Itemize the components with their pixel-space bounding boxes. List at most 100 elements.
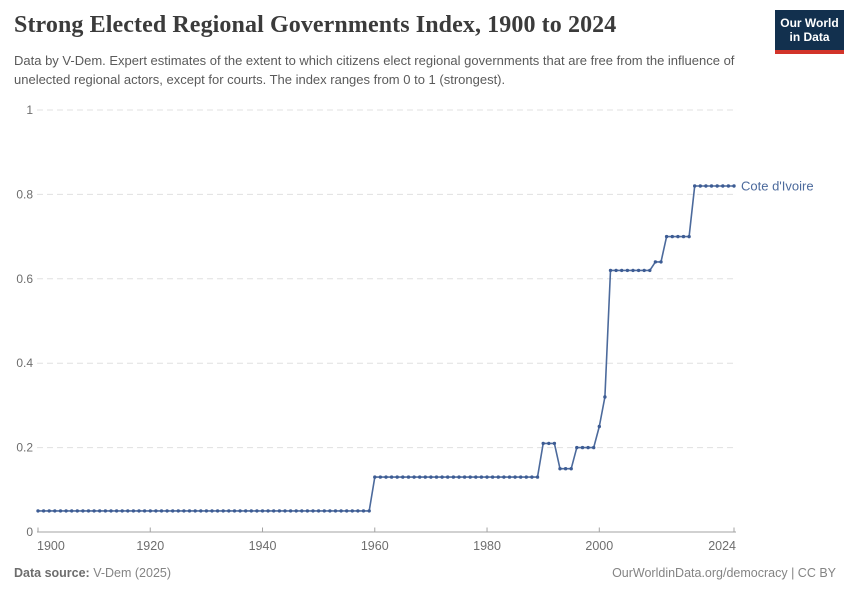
data-point[interactable] [592,445,596,450]
data-point[interactable] [715,184,719,188]
data-point[interactable] [429,475,433,479]
data-point[interactable] [86,509,91,513]
data-point[interactable] [446,475,450,479]
data-point[interactable] [664,234,669,239]
data-point[interactable] [462,475,467,479]
data-point[interactable] [681,234,686,239]
data-point[interactable] [367,509,371,513]
data-point[interactable] [36,509,40,513]
data-point[interactable] [614,268,618,273]
data-point[interactable] [389,475,394,479]
data-point[interactable] [721,184,725,188]
owid-logo[interactable]: Our World in Data [775,10,844,54]
data-point[interactable] [406,475,411,479]
data-point[interactable] [423,475,427,479]
data-point[interactable] [300,509,304,513]
data-point[interactable] [126,509,130,513]
data-point[interactable] [350,509,354,513]
data-point[interactable] [154,509,158,513]
data-point[interactable] [53,509,57,513]
data-point[interactable] [401,475,405,479]
data-point[interactable] [322,509,326,513]
data-point[interactable] [244,509,248,513]
data-point[interactable] [92,509,96,513]
data-point[interactable] [597,424,601,429]
data-point[interactable] [603,395,607,399]
data-point[interactable] [294,509,298,513]
data-point[interactable] [693,184,697,188]
data-point[interactable] [283,509,287,513]
data-point[interactable] [120,509,124,513]
data-point[interactable] [485,475,489,479]
data-point[interactable] [159,509,164,513]
data-point[interactable] [451,475,456,479]
data-point[interactable] [659,260,663,264]
data-point[interactable] [490,475,495,479]
data-point[interactable] [569,467,573,471]
data-point[interactable] [316,509,321,513]
data-point[interactable] [210,509,214,513]
data-point[interactable] [648,268,652,273]
data-point[interactable] [530,475,534,479]
data-point[interactable] [412,475,416,479]
data-point[interactable] [109,509,113,513]
data-point[interactable] [434,475,439,479]
data-point[interactable] [81,509,85,513]
data-point[interactable] [625,268,630,273]
data-point[interactable] [176,509,180,513]
data-point[interactable] [215,509,220,513]
data-point[interactable] [255,509,259,513]
data-point[interactable] [64,509,68,513]
data-point[interactable] [165,509,169,513]
data-point[interactable] [199,509,203,513]
data-point[interactable] [378,475,383,479]
data-point[interactable] [631,268,635,273]
data-point[interactable] [193,509,197,513]
data-point[interactable] [260,509,265,513]
data-point[interactable] [232,509,237,513]
data-point[interactable] [305,509,310,513]
data-point[interactable] [266,509,270,513]
data-point[interactable] [148,509,152,513]
data-point[interactable] [288,509,293,513]
data-point[interactable] [653,260,658,264]
data-point[interactable] [608,268,613,273]
data-point[interactable] [519,475,523,479]
data-point[interactable] [204,509,209,513]
data-point[interactable] [75,509,80,513]
data-point[interactable] [547,441,551,446]
data-point[interactable] [249,509,253,513]
data-point[interactable] [457,475,461,479]
data-point[interactable] [507,475,512,479]
data-point[interactable] [137,509,141,513]
data-point[interactable] [311,509,315,513]
data-point[interactable] [670,234,674,239]
data-point[interactable] [474,475,478,479]
data-point[interactable] [524,475,528,479]
data-point[interactable] [277,509,282,513]
credit-link[interactable]: OurWorldinData.org/democracy | CC BY [612,566,836,580]
data-point[interactable] [356,509,360,513]
data-point[interactable] [563,467,568,471]
data-point[interactable] [182,509,186,513]
data-point[interactable] [395,475,399,479]
data-point[interactable] [479,475,484,479]
data-point[interactable] [687,234,691,239]
data-point[interactable] [535,475,540,479]
data-point[interactable] [580,445,585,450]
data-point[interactable] [440,475,444,479]
data-point[interactable] [726,184,731,188]
data-point[interactable] [272,509,276,513]
data-point[interactable] [142,509,147,513]
data-point[interactable] [620,268,624,273]
data-point[interactable] [238,509,242,513]
data-point[interactable] [221,509,225,513]
data-point[interactable] [58,509,63,513]
data-point[interactable] [328,509,332,513]
entity-label[interactable]: Cote d'Ivoire [741,178,814,193]
data-point[interactable] [496,475,500,479]
data-point[interactable] [642,268,646,273]
data-point[interactable] [171,509,175,513]
data-point[interactable] [513,475,517,479]
data-point[interactable] [732,184,736,188]
